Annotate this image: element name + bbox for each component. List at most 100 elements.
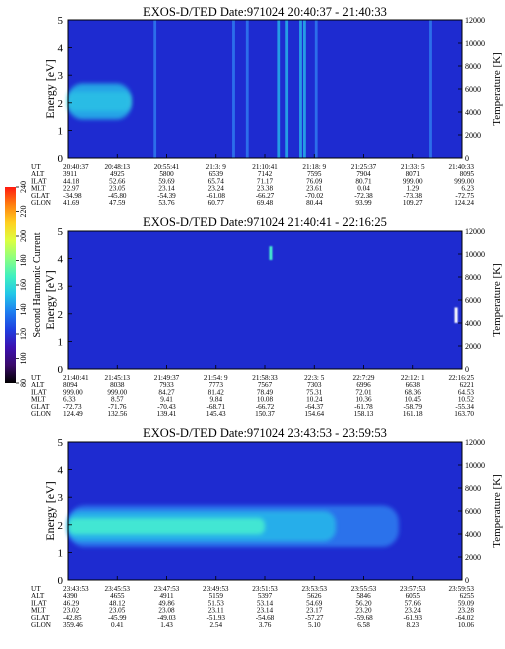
orbit-cell: 23.20 xyxy=(355,607,372,615)
energy-tick-label: 4 xyxy=(58,254,64,266)
orbit-cell: 7595 xyxy=(307,170,322,178)
orbit-cell: 23:53:53 xyxy=(301,585,327,593)
energy-band xyxy=(68,517,265,535)
panel-2: EXOS-D/TED Date:971024 21:40:41 - 22:16:… xyxy=(31,215,503,418)
orbit-cell: 78.49 xyxy=(257,388,274,396)
orbit-cell: 20:40:37 xyxy=(63,163,89,171)
orbit-cell: 7933 xyxy=(159,381,174,389)
orbit-cell: 49.86 xyxy=(158,599,175,607)
orbit-cell: 150.37 xyxy=(255,410,275,418)
orbit-cell: 23:59:53 xyxy=(448,585,474,593)
plot-area xyxy=(68,231,462,369)
orbit-cell: 22:7:29 xyxy=(353,374,375,382)
orbit-cell: 6255 xyxy=(460,592,475,600)
orbit-row-label: ILAT xyxy=(31,177,47,185)
colorbar-tick-label: 120 xyxy=(19,328,28,340)
orbit-cell: -49.03 xyxy=(157,614,176,622)
energy-tick-label: 0 xyxy=(58,153,64,165)
orbit-cell: 53.14 xyxy=(257,599,274,607)
orbit-cell: 57.66 xyxy=(405,599,422,607)
temperature-tick-label: 8000 xyxy=(465,62,481,71)
orbit-table: UT 23:43:53 23:45:53 23:47:53 23:49:53 23:51:… xyxy=(31,576,474,629)
energy-axis-label: Energy [eV] xyxy=(43,59,57,118)
orbit-cell: 139.41 xyxy=(157,410,177,418)
orbit-cell: -64.02 xyxy=(455,614,474,622)
orbit-cell: 69.48 xyxy=(257,199,274,207)
colorbar-tick-label: 140 xyxy=(19,304,28,316)
orbit-cell: 21:54: 9 xyxy=(204,374,228,382)
energy-tick-label: 1 xyxy=(58,336,64,348)
orbit-cell: 52.66 xyxy=(109,177,126,185)
orbit-cell: 23:51:53 xyxy=(252,585,278,593)
orbit-cell: 46.29 xyxy=(63,599,80,607)
orbit-cell: 80.44 xyxy=(306,199,323,207)
orbit-cell: 7142 xyxy=(258,170,273,178)
orbit-cell: 80.71 xyxy=(355,177,372,185)
vertical-stripe xyxy=(285,20,289,158)
orbit-row-label: ILAT xyxy=(31,599,47,607)
temperature-tick-label: 10000 xyxy=(465,461,485,470)
orbit-cell: 23.24 xyxy=(208,185,225,193)
colorbar: 240 220 200 180 160 140 120 100 80 Second Harmon… xyxy=(5,181,43,387)
orbit-cell: 145.43 xyxy=(206,410,226,418)
heatmap-features xyxy=(68,505,399,547)
orbit-cell: 163.70 xyxy=(454,410,474,418)
orbit-cell: -51.93 xyxy=(206,614,225,622)
orbit-cell: -58.79 xyxy=(403,403,422,411)
colorbar-tick-label: 80 xyxy=(19,379,28,387)
orbit-cell: 359.46 xyxy=(63,621,83,629)
orbit-cell: 999.00 xyxy=(107,388,127,396)
temperature-tick-label: 2000 xyxy=(465,131,481,140)
orbit-cell: 23.24 xyxy=(405,607,422,615)
orbit-cell: 10.52 xyxy=(458,396,475,404)
orbit-row-label: GLON xyxy=(31,199,52,207)
orbit-cell: 3911 xyxy=(63,170,78,178)
temperature-tick-label: 6000 xyxy=(465,296,481,305)
orbit-row-label: ALT xyxy=(31,170,45,178)
orbit-cell: 23.05 xyxy=(109,185,126,193)
orbit-cell: 161.18 xyxy=(403,410,423,418)
orbit-cell: 999.00 xyxy=(63,388,83,396)
energy-tick-label: 3 xyxy=(58,281,64,293)
orbit-cell: 23:55:53 xyxy=(351,585,377,593)
temperature-axis-label: Temperature [K] xyxy=(491,474,503,547)
orbit-cell: 0.41 xyxy=(111,621,124,629)
orbit-cell: -61.78 xyxy=(354,403,373,411)
intensity-spot xyxy=(269,246,273,260)
energy-axis-label: Energy [eV] xyxy=(43,481,57,540)
orbit-cell: 7567 xyxy=(258,381,273,389)
orbit-cell: -66.72 xyxy=(256,403,275,411)
orbit-cell: 56.20 xyxy=(355,599,372,607)
orbit-cell: 5397 xyxy=(258,592,273,600)
orbit-cell: 2.54 xyxy=(209,621,222,629)
orbit-cell: 4390 xyxy=(63,592,78,600)
orbit-row-label: MLT xyxy=(31,396,46,404)
orbit-cell: -64.37 xyxy=(305,403,324,411)
temperature-tick-label: 0 xyxy=(465,365,469,374)
temperature-tick-label: 12000 xyxy=(465,438,485,447)
orbit-cell: 132.56 xyxy=(107,410,127,418)
orbit-cell: 21:49:37 xyxy=(154,374,180,382)
orbit-cell: 48.12 xyxy=(109,599,126,607)
orbit-cell: 8071 xyxy=(406,170,421,178)
orbit-cell: 5846 xyxy=(356,592,371,600)
orbit-cell: 6055 xyxy=(406,592,421,600)
orbit-cell: -42.85 xyxy=(63,614,82,622)
orbit-cell: 60.77 xyxy=(208,199,225,207)
orbit-cell: -68.71 xyxy=(206,403,225,411)
orbit-cell: 20:55:41 xyxy=(154,163,180,171)
colorbar-tick-label: 240 xyxy=(19,181,28,193)
orbit-cell: -66.27 xyxy=(256,192,275,200)
orbit-cell: 124.24 xyxy=(454,199,474,207)
orbit-cell: 21:40:33 xyxy=(448,163,474,171)
orbit-cell: 21:33: 5 xyxy=(401,163,425,171)
orbit-cell: 1.29 xyxy=(406,185,419,193)
energy-axis: 0 1 2 3 4 5 Energy [eV] xyxy=(43,15,72,165)
orbit-cell: 21:58:33 xyxy=(252,374,278,382)
orbit-cell: 4655 xyxy=(110,592,125,600)
orbit-cell: 71.17 xyxy=(257,177,274,185)
orbit-cell: 999.00 xyxy=(454,177,474,185)
vertical-stripe xyxy=(303,20,306,158)
energy-tick-label: 2 xyxy=(58,98,64,110)
